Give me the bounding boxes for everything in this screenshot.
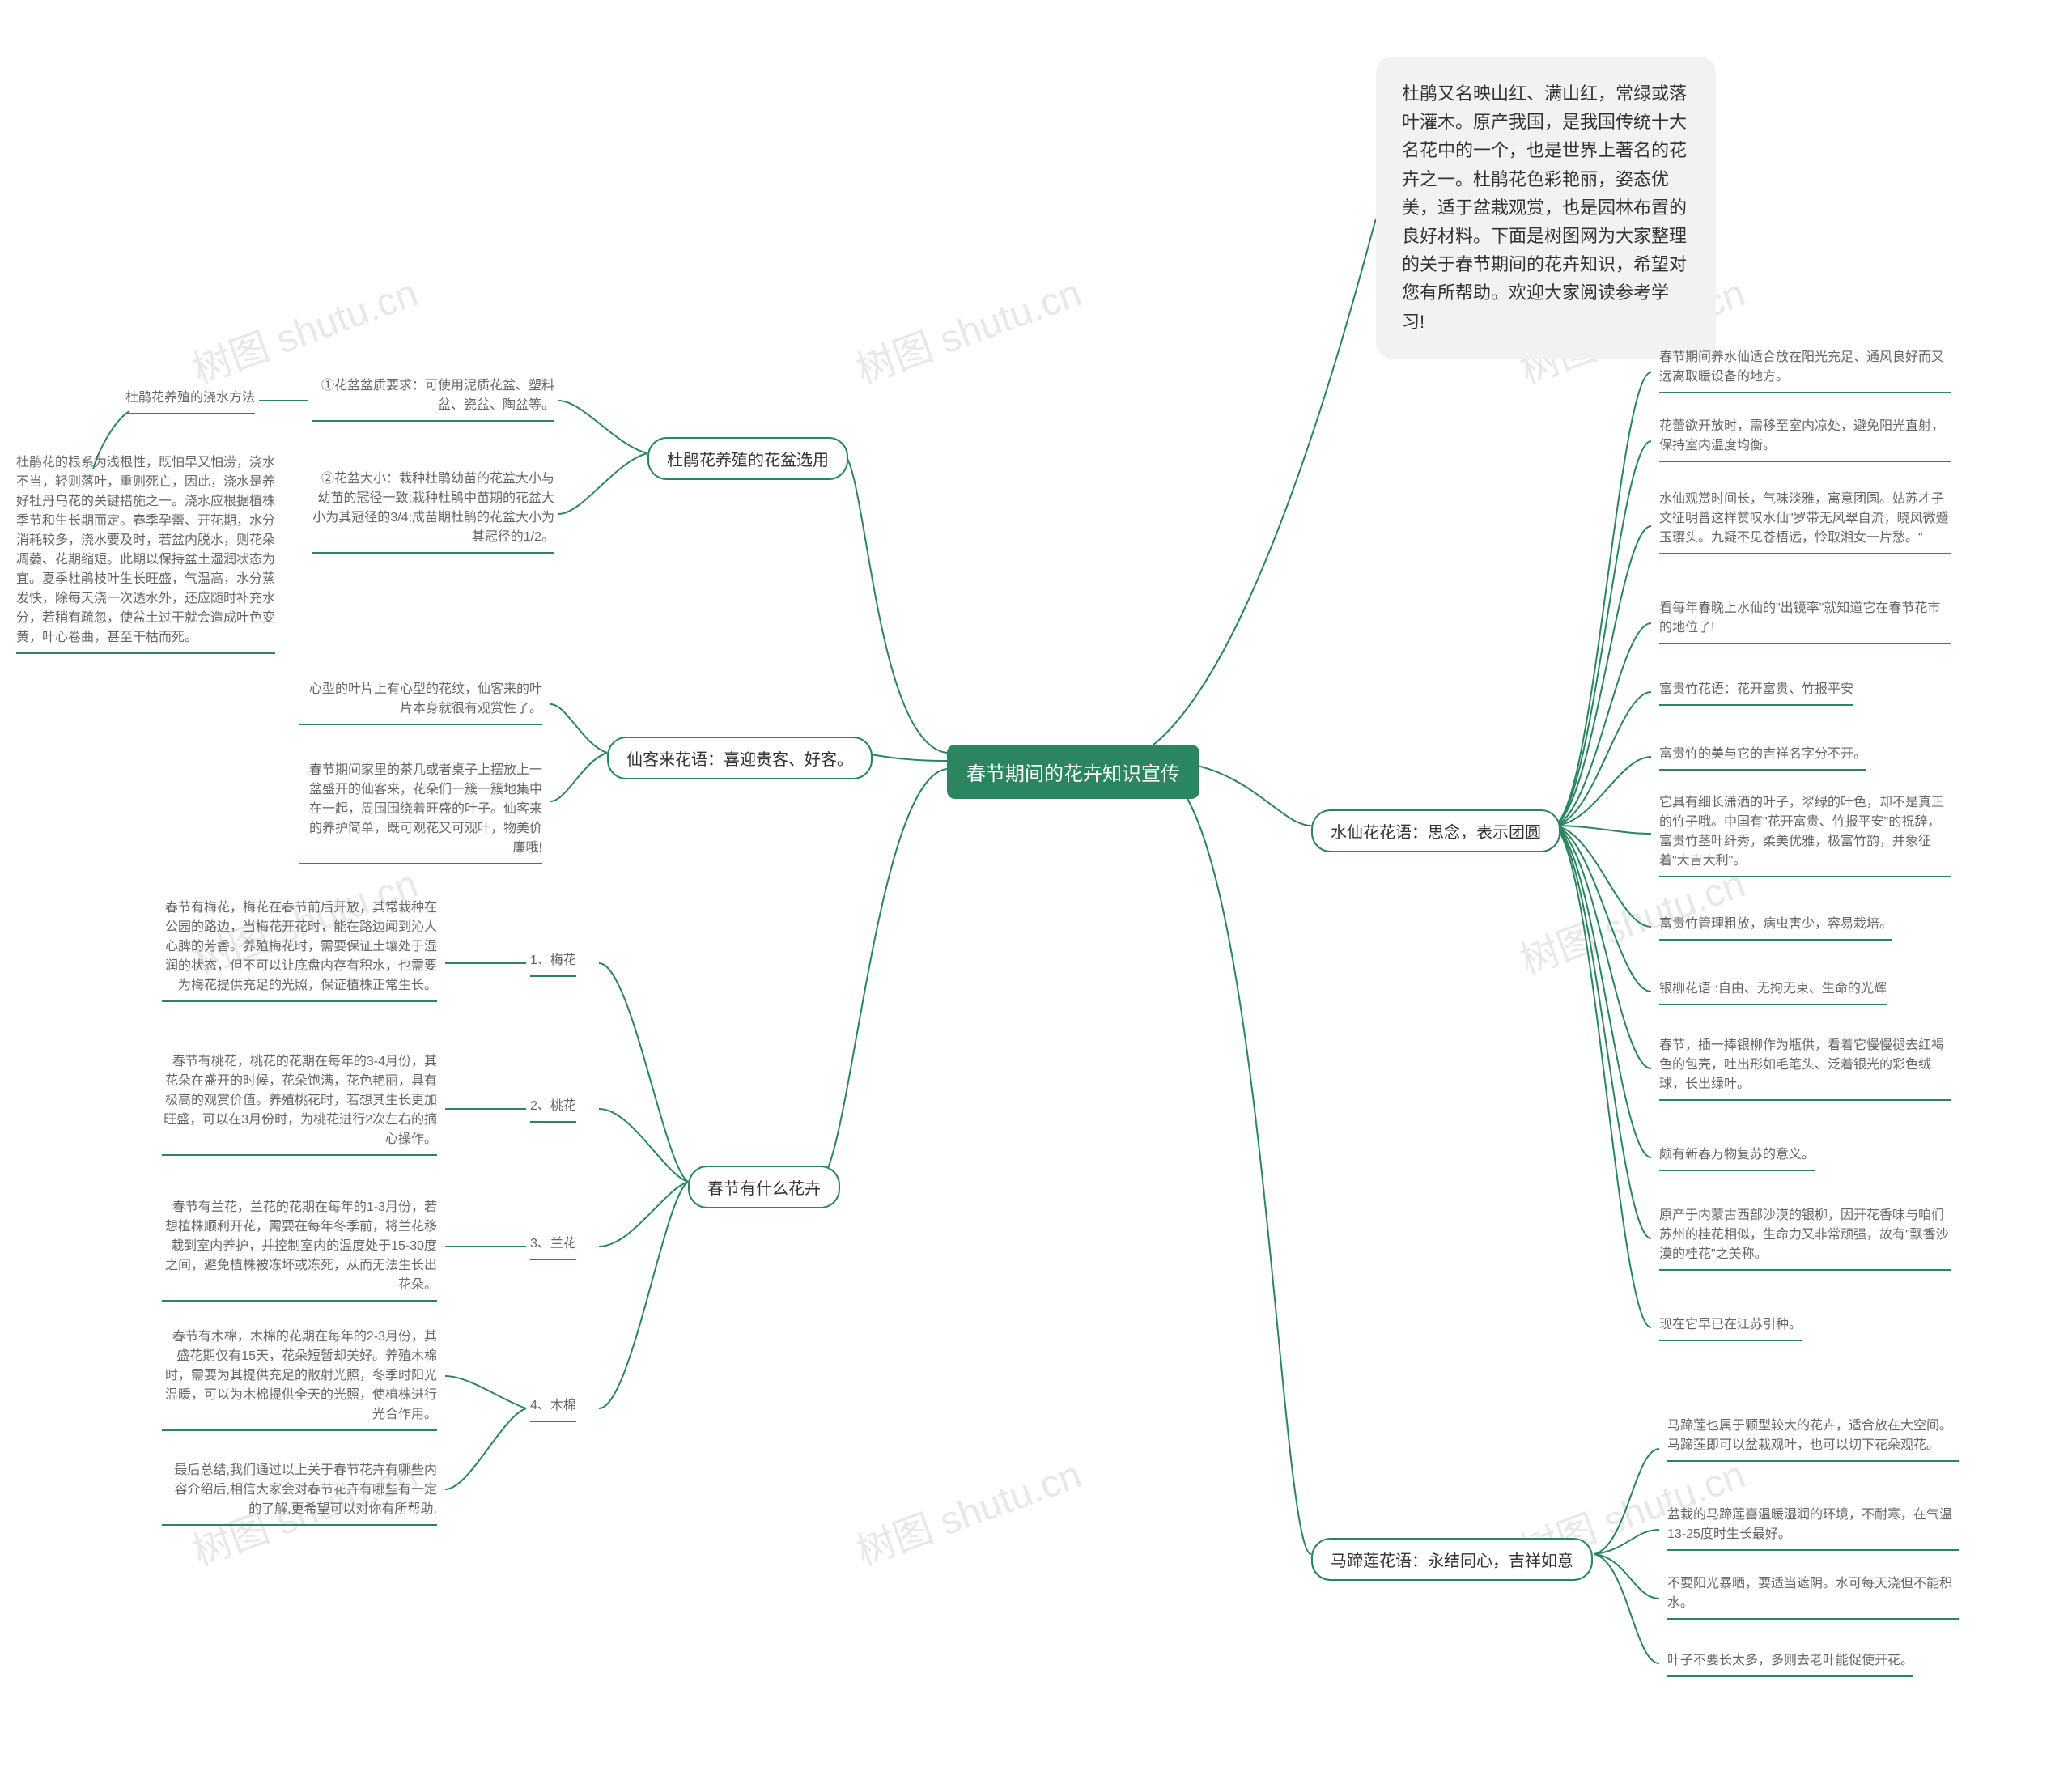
leaf-sx-9: 银柳花语 :自由、无拘无束、生命的光辉 bbox=[1659, 979, 1887, 1005]
root-node[interactable]: 春节期间的花卉知识宣传 bbox=[947, 745, 1199, 799]
leaf-sx-4: 看每年春晚上水仙的"出镜率"就知道它在春节花市的地位了! bbox=[1659, 599, 1951, 644]
subbranch-watering: 杜鹃花养殖的浇水方法 bbox=[125, 389, 255, 414]
leaf-mtl-1: 马蹄莲也属于颗型较大的花卉，适合放在大空间。马蹄莲即可以盆栽观叶，也可以切下花朵… bbox=[1667, 1416, 1959, 1462]
leaf-pot-req: ①花盆盆质要求：可使用泥质花盆、塑料盆、瓷盆、陶盆等。 bbox=[312, 376, 554, 422]
leaf-mtl-3: 不要阳光暴晒，要适当遮阴。水可每天浇但不能积水。 bbox=[1667, 1574, 1959, 1620]
leaf-sx-13: 现在它早已在江苏引种。 bbox=[1659, 1315, 1802, 1341]
leaf-mtl-2: 盆栽的马蹄莲喜温暖湿润的环境，不耐寒，在气温13-25度时生长最好。 bbox=[1667, 1506, 1959, 1551]
leaf-sx-12: 原产于内蒙古西部沙漠的银柳，因开花香味与咱们苏州的桂花相似，生命力又非常顽强，故… bbox=[1659, 1206, 1951, 1271]
leaf-xiankelai-1: 心型的叶片上有心型的花纹，仙客来的叶片本身就很有观赏性了。 bbox=[299, 680, 542, 725]
sub-taohua: 2、桃花 bbox=[530, 1097, 576, 1123]
sub-mumian: 4、木棉 bbox=[530, 1396, 576, 1422]
branch-label: 春节有什么花卉 bbox=[707, 1180, 821, 1198]
leaf-sx-10: 春节，插一捧银柳作为瓶供，看着它慢慢褪去红褐色的包壳，吐出形如毛笔头、泛着银光的… bbox=[1659, 1036, 1951, 1101]
sub-meihua: 1、梅花 bbox=[530, 951, 576, 977]
leaf-mumian-text2: 最后总结,我们通过以上关于春节花卉有哪些内容介绍后,相信大家会对春节花卉有哪些有… bbox=[162, 1461, 437, 1526]
leaf-mtl-4: 叶子不要长太多，多则去老叶能促使开花。 bbox=[1667, 1651, 1913, 1677]
watermark: 树图 shutu.cn bbox=[847, 1442, 1088, 1576]
leaf-lanhua-text: 春节有兰花，兰花的花期在每年的1-3月份，若想植株顺利开花，需要在每年冬季前，将… bbox=[162, 1198, 437, 1302]
branch-label: 水仙花花语：思念，表示团圆 bbox=[1331, 824, 1541, 842]
leaf-sx-8: 富贵竹管理粗放，病虫害少，容易栽培。 bbox=[1659, 915, 1892, 941]
leaf-sx-6: 富贵竹的美与它的吉祥名字分不开。 bbox=[1659, 745, 1866, 771]
leaf-taohua-text: 春节有桃花，桃花的花期在每年的3-4月份，其花朵在盛开的时候，花朵饱满，花色艳丽… bbox=[162, 1052, 437, 1156]
leaf-sx-11: 颇有新春万物复苏的意义。 bbox=[1659, 1145, 1815, 1171]
intro-callout: 杜鹃又名映山红、满山红，常绿或落叶灌木。原产我国，是我国传统十大名花中的一个，也… bbox=[1376, 57, 1716, 359]
leaf-sx-3: 水仙观赏时间长，气味淡雅，寓意团圆。姑苏才子文征明曾这样赞叹水仙"罗带无风翠自流… bbox=[1659, 490, 1951, 554]
sub-lanhua: 3、兰花 bbox=[530, 1234, 576, 1260]
leaf-sx-5: 富贵竹花语：花开富贵、竹报平安 bbox=[1659, 680, 1853, 706]
branch-label: 马蹄莲花语：永结同心，吉祥如意 bbox=[1331, 1552, 1573, 1570]
branch-xiankelai[interactable]: 仙客来花语：喜迎贵客、好客。 bbox=[607, 737, 873, 779]
leaf-xiankelai-2: 春节期间家里的茶几或者桌子上摆放上一盆盛开的仙客来，花朵们一簇一簇地集中在一起，… bbox=[299, 761, 542, 864]
leaf-sx-1: 春节期间养水仙适合放在阳光充足、通风良好而又远离取暖设备的地方。 bbox=[1659, 348, 1951, 393]
branch-shuixian[interactable]: 水仙花花语：思念，表示团圆 bbox=[1311, 809, 1560, 852]
leaf-sx-7: 它具有细长潇洒的叶子，翠绿的叶色，却不是真正的竹子哦。中国有"花开富贵、竹报平安… bbox=[1659, 793, 1951, 877]
callout-text: 杜鹃又名映山红、满山红，常绿或落叶灌木。原产我国，是我国传统十大名花中的一个，也… bbox=[1402, 83, 1687, 332]
leaf-pot-size: ②花盆大小：栽种杜鹃幼苗的花盆大小与幼苗的冠径一致;栽种杜鹃中苗期的花盆大小为其… bbox=[312, 469, 554, 554]
leaf-mumian-text1: 春节有木棉，木棉的花期在每年的2-3月份，其盛花期仅有15天，花朵短暂却美好。养… bbox=[162, 1327, 437, 1431]
watermark: 树图 shutu.cn bbox=[184, 261, 424, 394]
root-label: 春节期间的花卉知识宣传 bbox=[966, 763, 1180, 785]
leaf-meihua-text: 春节有梅花，梅花在春节前后开放，其常栽种在公园的路边，当梅花开花时，能在路边闻到… bbox=[162, 898, 437, 1002]
branch-label: 杜鹃花养殖的花盆选用 bbox=[667, 452, 829, 469]
watermark: 树图 shutu.cn bbox=[847, 261, 1088, 394]
leaf-watering-detail: 杜鹃花的根系为浅根性，既怕早又怕涝，浇水不当，轻则落叶，重则死亡，因此，浇水是养… bbox=[16, 453, 275, 654]
leaf-sx-2: 花蕾欲开放时，需移至室内凉处，避免阳光直射，保持室内温度均衡。 bbox=[1659, 417, 1951, 462]
branch-dujuan-pot[interactable]: 杜鹃花养殖的花盆选用 bbox=[648, 437, 848, 480]
branch-matilian[interactable]: 马蹄莲花语：永结同心，吉祥如意 bbox=[1311, 1538, 1593, 1581]
branch-flowers[interactable]: 春节有什么花卉 bbox=[688, 1166, 840, 1208]
branch-label: 仙客来花语：喜迎贵客、好客。 bbox=[626, 751, 853, 769]
